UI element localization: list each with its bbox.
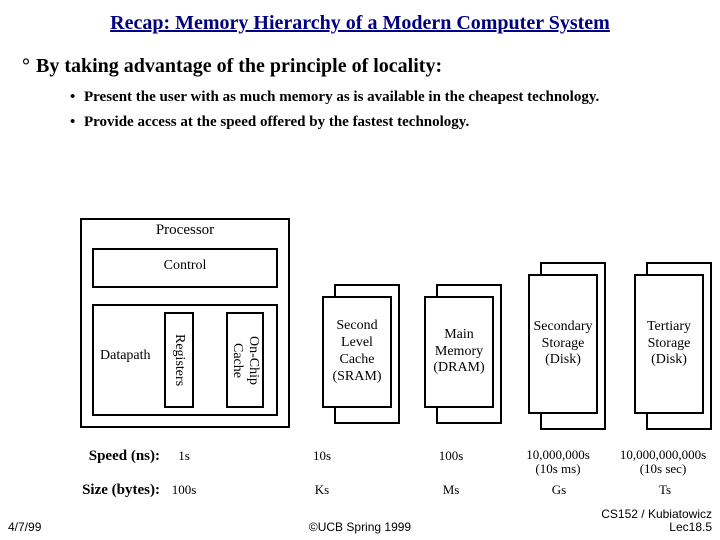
speed-secondary: 10,000,000s (10s ms) (508, 448, 608, 477)
registers-label: Registers (166, 314, 192, 406)
registers-box: Registers (164, 312, 194, 408)
size-main: Ms (416, 482, 486, 498)
footer-lecture: Lec18.5 (601, 521, 712, 534)
secondary-storage-box: Secondary Storage (Disk) (528, 274, 598, 414)
main-heading: ° By taking advantage of the principle of… (22, 55, 720, 78)
size-secondary: Gs (534, 482, 584, 498)
speed-tertiary: 10,000,000,000s (10s sec) (608, 448, 718, 477)
speed-registers: 1s (164, 448, 204, 464)
control-box: Control (92, 248, 278, 288)
processor-label: Processor (80, 222, 290, 239)
bullet-item: Provide access at the speed offered by t… (70, 113, 720, 132)
l2-cache-label: Second Level Cache (SRAM) (324, 298, 390, 406)
secondary-storage-label: Secondary Storage (Disk) (530, 276, 596, 412)
tertiary-storage-label: Tertiary Storage (Disk) (636, 276, 702, 412)
bullet-item: Present the user with as much memory as … (70, 88, 720, 107)
main-memory-box: Main Memory (DRAM) (424, 296, 494, 408)
speed-l2: 10s (292, 448, 352, 464)
speed-label: Speed (ns): (60, 448, 160, 465)
main-memory-label: Main Memory (DRAM) (426, 298, 492, 406)
footer-right: CS152 / Kubiatowicz Lec18.5 (601, 508, 712, 534)
size-row: Size (bytes): 100s Ks Ms Gs Ts (0, 482, 720, 510)
speed-row: Speed (ns): 1s 10s 100s 10,000,000s (10s… (0, 448, 720, 476)
size-l2: Ks (292, 482, 352, 498)
control-label: Control (94, 250, 276, 274)
heading-text: By taking advantage of the principle of … (36, 55, 442, 77)
hierarchy-diagram: Processor Control Datapath Registers On-… (0, 200, 720, 440)
size-registers: 100s (164, 482, 204, 498)
onchip-cache-box: On-Chip Cache (226, 312, 264, 408)
l2-cache-box: Second Level Cache (SRAM) (322, 296, 392, 408)
size-label: Size (bytes): (60, 482, 160, 499)
onchip-cache-label: On-Chip Cache (228, 314, 262, 406)
datapath-label: Datapath (100, 348, 151, 364)
tertiary-storage-box: Tertiary Storage (Disk) (634, 274, 704, 414)
size-tertiary: Ts (640, 482, 690, 498)
speed-main: 100s (416, 448, 486, 464)
slide-title: Recap: Memory Hierarchy of a Modern Comp… (0, 0, 720, 43)
metrics-table: Speed (ns): 1s 10s 100s 10,000,000s (10s… (0, 448, 720, 510)
slide: Recap: Memory Hierarchy of a Modern Comp… (0, 0, 720, 540)
bullet-list: Present the user with as much memory as … (70, 88, 720, 132)
degree-bullet: ° (22, 55, 30, 78)
footer-course: CS152 / Kubiatowicz (601, 508, 712, 521)
